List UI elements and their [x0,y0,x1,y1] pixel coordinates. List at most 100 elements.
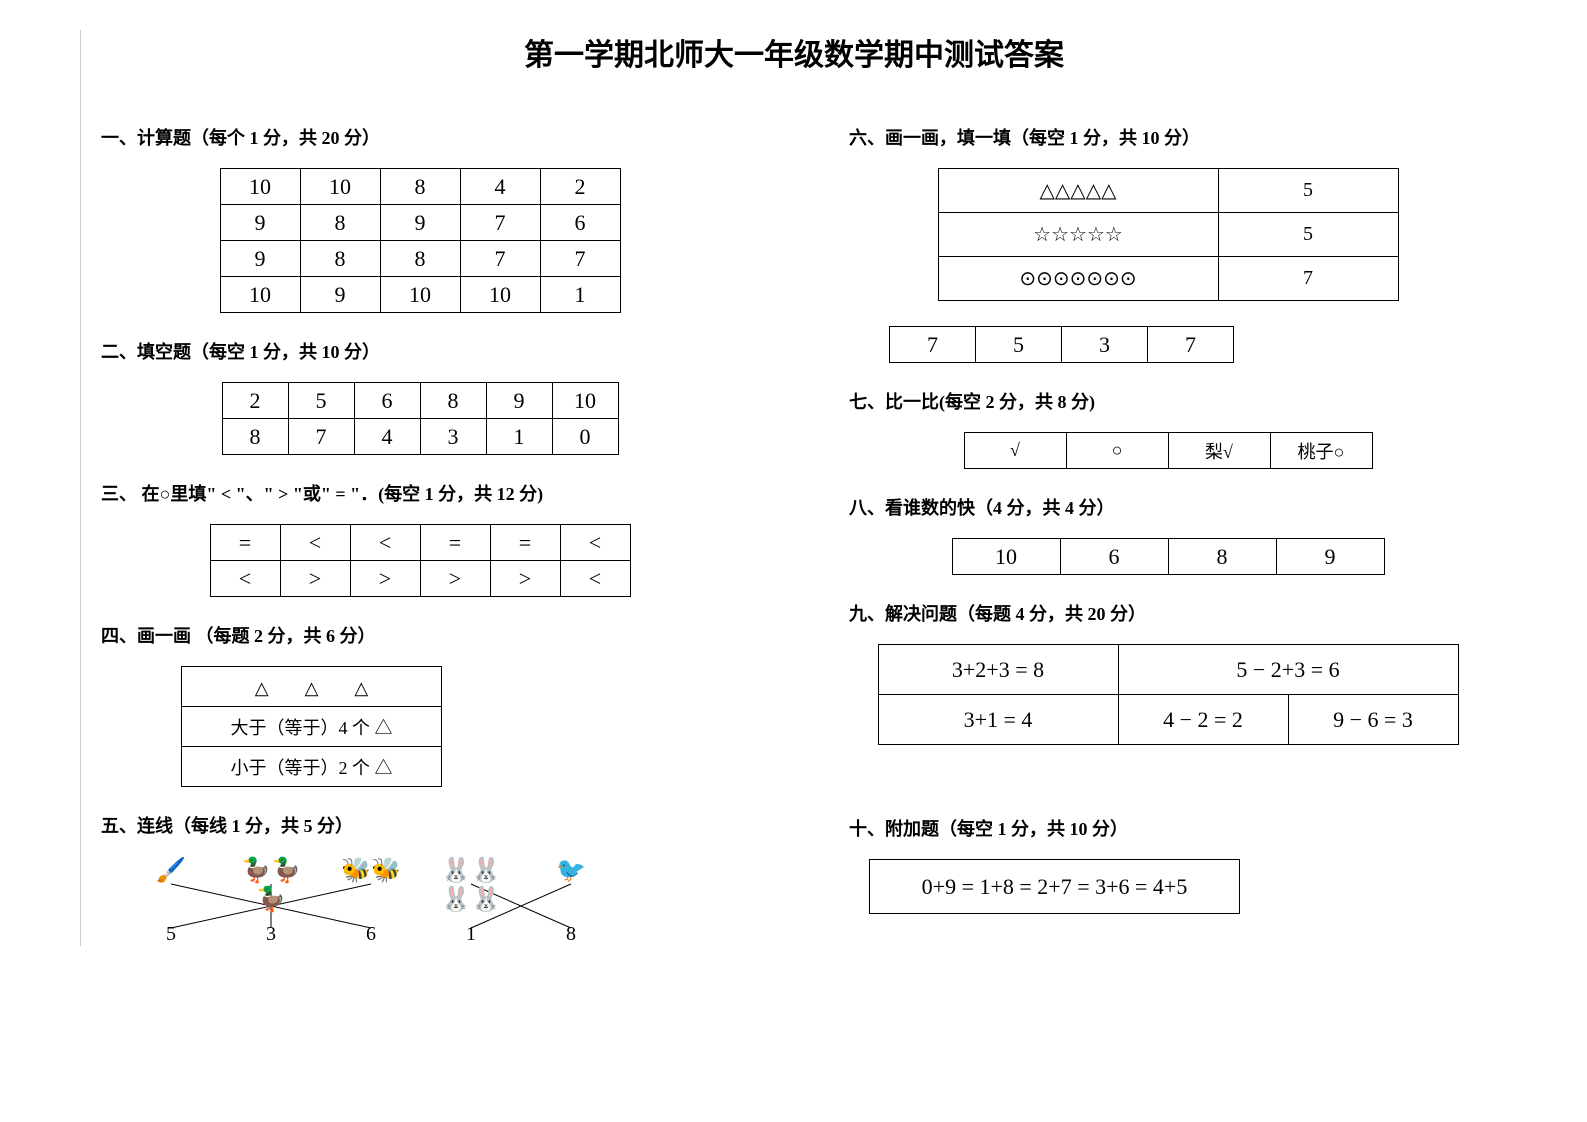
cell: < [560,561,630,597]
cell: 9 [1276,539,1384,575]
cell: 1 [540,277,620,313]
section-6a-table: △△△△△5 ☆☆☆☆☆5 ⊙⊙⊙⊙⊙⊙⊙7 [938,168,1399,301]
cell: = [490,525,560,561]
section-7-table: √○梨√桃子○ [964,432,1373,469]
shapes-cell: ☆☆☆☆☆ [938,213,1218,257]
section-4-table: △ △ △ 大于（等于）4 个 △ 小于（等于）2 个 △ [181,666,442,787]
section-4-heading: 四、画一画 （每题 2 分，共 6 分） [101,622,739,648]
cell: 7 [288,419,354,455]
connect-number: 3 [241,923,301,946]
cell: 4 [460,169,540,205]
shapes-cell: ⊙⊙⊙⊙⊙⊙⊙ [938,257,1218,301]
cell: 3+2+3 = 8 [878,645,1118,695]
cell: 10 [460,277,540,313]
cell: > [280,561,350,597]
cell: 7 [540,241,620,277]
cell: 7 [1218,257,1398,301]
cell: 2 [540,169,620,205]
section-8-heading: 八、看谁数的快（4 分，共 4 分） [849,494,1487,520]
section-9-heading: 九、解决问题（每题 4 分，共 20 分） [849,600,1487,626]
cell: △ △ △ [182,667,442,707]
cell: 8 [300,205,380,241]
cell: 7 [460,205,540,241]
cell: 7 [460,241,540,277]
page-title: 第一学期北师大一年级数学期中测试答案 [101,30,1487,74]
cell: 小于（等于）2 个 △ [182,747,442,787]
section-2-heading: 二、填空题（每空 1 分，共 10 分） [101,338,739,364]
section-8-table: 10689 [952,538,1385,575]
two-column-layout: 一、计算题（每个 1 分，共 20 分） 1010842 98976 98877… [101,114,1487,946]
cell: 10 [220,277,300,313]
section-1-heading: 一、计算题（每个 1 分，共 20 分） [101,124,739,150]
cell: 7 [1148,327,1234,363]
pic-icon: 🖌️ [141,856,201,914]
section-5-diagram: 🖌️ 🦆🦆🦆 🐝🐝 🐰🐰🐰🐰 🐦 5 3 6 1 8 [141,856,601,946]
cell: < [350,525,420,561]
cell: 2 [222,383,288,419]
section-10-table: 0+9 = 1+8 = 2+7 = 3+6 = 4+5 [869,859,1240,914]
section-3-heading: 三、 在○里填" < "、" > "或" = "．(每空 1 分，共 12 分) [101,480,739,506]
cell: 0 [552,419,618,455]
cell: 7 [890,327,976,363]
section-10-heading: 十、附加题（每空 1 分，共 10 分） [849,815,1487,841]
cell: 9 [300,277,380,313]
connect-number: 1 [441,923,501,946]
cell: 1 [486,419,552,455]
cell: 8 [380,169,460,205]
connect-number: 8 [541,923,601,946]
cell: 10 [952,539,1060,575]
section-7-heading: 七、比一比(每空 2 分，共 8 分) [849,388,1487,414]
left-column: 一、计算题（每个 1 分，共 20 分） 1010842 98976 98877… [101,114,739,946]
cell: 0+9 = 1+8 = 2+7 = 3+6 = 4+5 [870,860,1240,914]
cell: = [420,525,490,561]
cell: 9 [220,205,300,241]
cell: 6 [1060,539,1168,575]
section-6-heading: 六、画一画，填一填（每空 1 分，共 10 分） [849,124,1487,150]
cell: 5 [1218,213,1398,257]
cell: 5 − 2+3 = 6 [1118,645,1458,695]
cell: ○ [1066,433,1168,469]
section-1-table: 1010842 98976 98877 10910101 [220,168,621,313]
pic-icon: 🐝🐝 [341,856,401,914]
section-3-table: =<<==< <>>>>< [210,524,631,597]
cell: < [280,525,350,561]
cell: = [210,525,280,561]
cell: 3 [1062,327,1148,363]
cell: 8 [380,241,460,277]
cell: 5 [288,383,354,419]
cell: 4 − 2 = 2 [1118,695,1288,745]
section-6b-table: 7537 [889,326,1234,363]
cell: > [490,561,560,597]
cell: 10 [220,169,300,205]
cell: > [350,561,420,597]
cell: 9 − 6 = 3 [1288,695,1458,745]
cell: 4 [354,419,420,455]
cell: 3 [420,419,486,455]
cell: > [420,561,490,597]
cell: < [210,561,280,597]
cell: 10 [300,169,380,205]
connect-number: 5 [141,923,201,946]
cell: 6 [540,205,620,241]
cell: 5 [976,327,1062,363]
cell: √ [964,433,1066,469]
cell: 8 [222,419,288,455]
section-2-table: 2568910 874310 [222,382,619,455]
cell: 8 [300,241,380,277]
cell: 3+1 = 4 [878,695,1118,745]
cell: 桃子○ [1270,433,1372,469]
cell: 9 [220,241,300,277]
connect-number: 6 [341,923,401,946]
cell: 6 [354,383,420,419]
cell: 5 [1218,169,1398,213]
pic-icon: 🦆🦆🦆 [241,856,301,914]
cell: 9 [486,383,552,419]
pic-icon: 🐦 [541,856,601,914]
section-9-table: 3+2+3 = 85 − 2+3 = 6 3+1 = 44 − 2 = 29 −… [878,644,1459,745]
shapes-cell: △△△△△ [938,169,1218,213]
cell: 10 [380,277,460,313]
cell: 8 [1168,539,1276,575]
cell: < [560,525,630,561]
cell: 梨√ [1168,433,1270,469]
right-column: 六、画一画，填一填（每空 1 分，共 10 分） △△△△△5 ☆☆☆☆☆5 ⊙… [849,114,1487,946]
